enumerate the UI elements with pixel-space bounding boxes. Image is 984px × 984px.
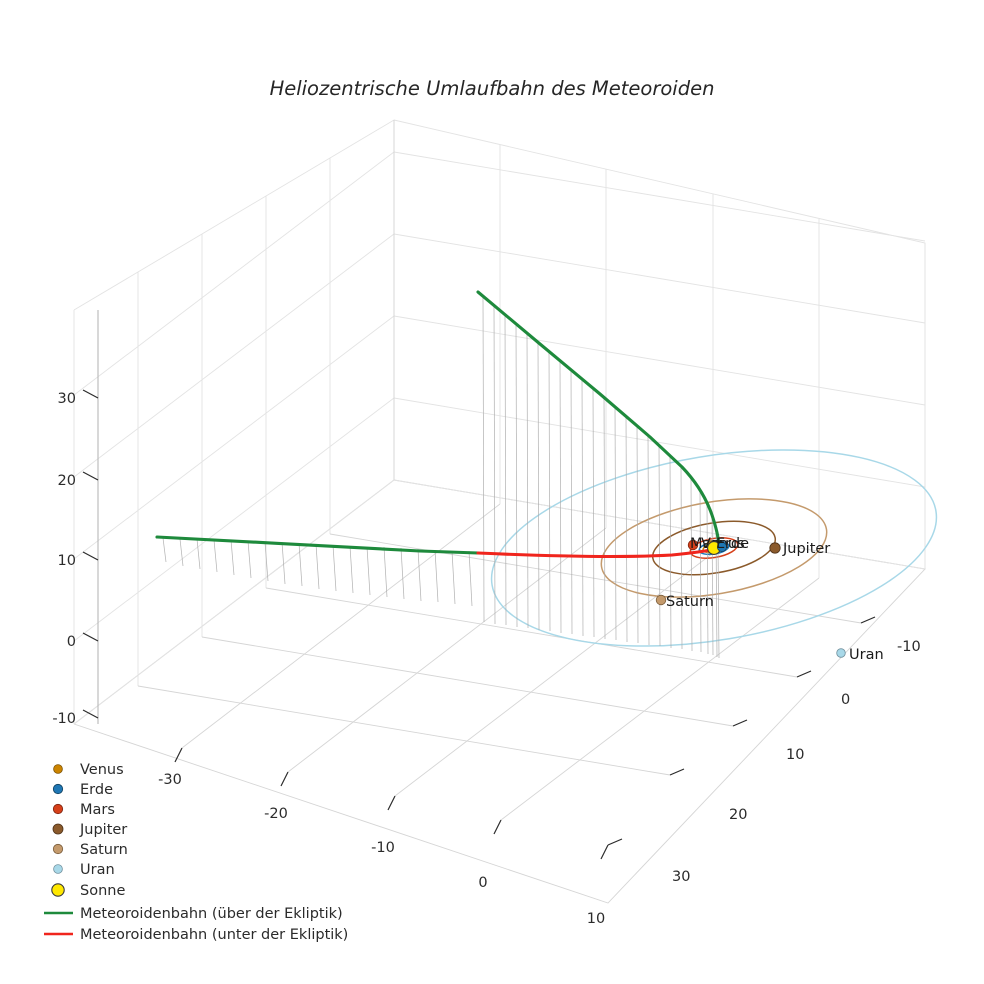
trajectory-above-ecliptic-left <box>155 535 480 555</box>
y-axis: -10 0 10 20 30 <box>607 616 921 885</box>
right-pane-gridlines <box>499 145 820 578</box>
x-axis: -30 -20 -10 0 10 <box>158 747 609 927</box>
legend-label-mars: Mars <box>80 802 115 818</box>
legend-marker-sonne <box>51 883 65 897</box>
floor-gridlines-x <box>137 533 862 776</box>
legend-marker-saturn <box>52 843 64 855</box>
legend-label-sonne: Sonne <box>80 883 125 899</box>
legend-marker-erde <box>52 783 64 795</box>
marker-saturn[interactable] <box>655 594 667 606</box>
y-tick-label-4: 30 <box>672 869 690 885</box>
label-saturn: Saturn <box>666 594 714 610</box>
legend-label-jupiter: Jupiter <box>79 822 127 838</box>
y-tick-label-3: 20 <box>729 807 747 823</box>
left-pane-z-gridlines <box>73 151 395 725</box>
legend-marker-mars <box>52 803 64 815</box>
y-tick-label-2: 10 <box>786 747 804 763</box>
marker-mars[interactable] <box>687 539 699 551</box>
legend: Venus Erde Mars Jupiter Saturn Uran Sonn… <box>44 762 348 943</box>
x-tick-label-4: 10 <box>587 911 605 927</box>
x-tick-label-0: -30 <box>158 772 182 788</box>
x-tick-label-3: 0 <box>478 875 487 891</box>
label-jupiter: Jupiter <box>782 541 830 557</box>
legend-marker-venus <box>53 764 63 774</box>
legend-label-bahn-ueber: Meteoroidenbahn (über der Ekliptik) <box>80 906 343 922</box>
legend-label-venus: Venus <box>80 762 124 778</box>
y-tick-label-1: 0 <box>841 692 850 708</box>
z-axis: -10 0 10 20 30 <box>52 389 99 727</box>
z-tick-label-4: 30 <box>58 391 76 407</box>
z-tick-label-1: 0 <box>67 634 76 650</box>
trajectory-below-ecliptic <box>476 547 718 559</box>
z-tick-group <box>82 389 99 719</box>
legend-marker-uran <box>53 864 63 874</box>
page-title: Heliozentrische Umlaufbahn des Meteoroid… <box>270 77 715 100</box>
x-tick-label-1: -20 <box>264 806 288 822</box>
orbit-uran <box>490 449 938 647</box>
x-tick-group <box>174 747 609 860</box>
marker-erde[interactable] <box>717 542 728 553</box>
label-uran: Uran <box>849 647 884 663</box>
axes-panes <box>73 119 926 904</box>
trajectory-above-ecliptic-descending <box>476 290 721 547</box>
z-tick-label-3: 20 <box>58 473 76 489</box>
marker-uran[interactable] <box>836 648 846 658</box>
label-erde: Erde <box>716 536 749 552</box>
legend-label-uran: Uran <box>80 862 115 878</box>
y-tick-label-0: -10 <box>897 639 921 655</box>
y-tick-group <box>607 616 876 846</box>
x-tick-label-2: -10 <box>371 840 395 856</box>
legend-label-erde: Erde <box>80 782 113 798</box>
marker-jupiter[interactable] <box>769 542 781 554</box>
legend-label-saturn: Saturn <box>80 842 128 858</box>
celestial-bodies: Uran Saturn Jupiter Mars Venus Erde <box>655 536 884 663</box>
z-tick-label-2: 10 <box>58 553 76 569</box>
meteoroid-trajectory <box>155 290 721 559</box>
floor-gridlines-y <box>181 503 820 821</box>
ecliptic-droplines <box>162 296 720 659</box>
z-tick-label-0: -10 <box>52 711 76 727</box>
legend-marker-jupiter <box>52 823 64 835</box>
legend-label-bahn-unter: Meteoroidenbahn (unter der Ekliptik) <box>80 927 348 943</box>
left-pane-gridlines <box>137 158 331 686</box>
